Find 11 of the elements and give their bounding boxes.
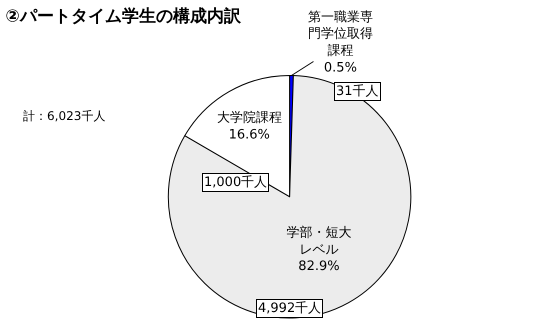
data-label: 82.9% [298,259,340,274]
data-label: 16.6% [228,128,270,143]
text: 31千人 [336,84,379,99]
text: 計：6,023千人 [23,109,106,123]
slice-label: 第一職業専門学位取得課程 [308,10,373,59]
text: 4,992千人 [258,301,322,316]
data-label: 0.5% [324,60,357,76]
slice-label: 大学院課程 [216,110,282,126]
slice-label: 学部・短大レベル [286,225,352,258]
text: 1,000千人 [204,175,268,190]
chart-title: ②パートタイム学生の構成内訳 [5,6,242,27]
